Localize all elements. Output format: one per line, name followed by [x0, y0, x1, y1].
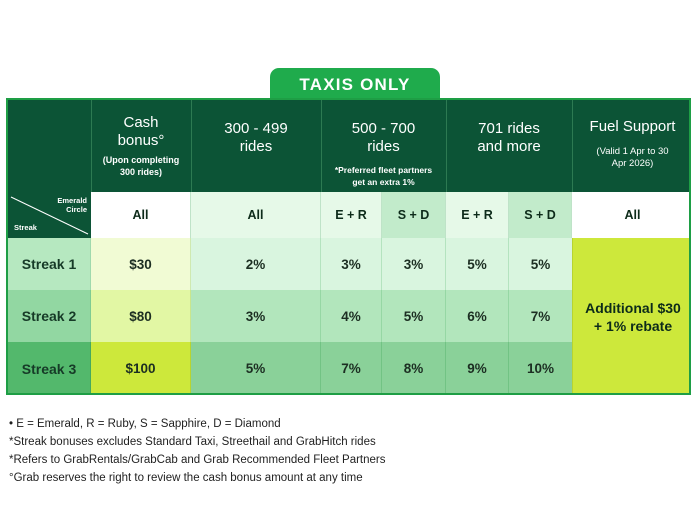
sub-tier2-er: E + R [321, 192, 382, 238]
sub-tier3-er: E + R [446, 192, 509, 238]
corner-cell: Emerald Circle Streak [8, 192, 91, 238]
footnote-review-rights: °Grab reserves the right to review the c… [9, 472, 363, 484]
cash-bonus-title: Cash bonus° [117, 114, 165, 149]
bonus-table: Cash bonus° (Upon completing 300 rides) … [6, 98, 691, 395]
tier3-er-streak-3: 9% [446, 342, 509, 393]
tier3-sd-streak-3: 10% [509, 342, 572, 393]
tier1-streak-3: 5% [191, 342, 321, 393]
sub-tier3-sd: S + D [509, 192, 572, 238]
cash-streak-1: $30 [91, 238, 191, 290]
tier-500-700-subtitle: *Preferred fleet partners get an extra 1… [334, 165, 433, 187]
cash-bonus-subtitle: (Upon completing 300 rides) [102, 155, 180, 177]
fuel-support-text: Additional $30 + 1% rebate [585, 299, 681, 334]
sub-fuel-all: All [572, 192, 689, 238]
header-corner [8, 100, 91, 192]
cash-streak-3: $100 [91, 342, 191, 393]
header-fuel-support: Fuel Support (Valid 1 Apr to 30 Apr 2026… [572, 100, 689, 192]
tier2-er-streak-1: 3% [321, 238, 382, 290]
tier3-er-streak-2: 6% [446, 290, 509, 342]
tier-300-499-title: 300 - 499 rides [224, 120, 288, 155]
tier1-streak-2: 3% [191, 290, 321, 342]
tier3-sd-streak-1: 5% [509, 238, 572, 290]
fuel-support-subtitle: (Valid 1 Apr to 30 Apr 2026) [596, 146, 669, 169]
tier3-er-streak-1: 5% [446, 238, 509, 290]
cash-streak-2: $80 [91, 290, 191, 342]
fuel-support-value: Additional $30 + 1% rebate [572, 238, 689, 393]
row-label-streak-1: Streak 1 [8, 238, 91, 290]
tier1-streak-1: 2% [191, 238, 321, 290]
header-cash-bonus: Cash bonus° (Upon completing 300 rides) [91, 100, 191, 192]
diagonal-divider [10, 196, 89, 235]
tier2-er-streak-2: 4% [321, 290, 382, 342]
corner-bottom-label: Streak [14, 223, 37, 232]
row-label-streak-2: Streak 2 [8, 290, 91, 342]
header-tier-500-700: 500 - 700 rides *Preferred fleet partner… [321, 100, 446, 192]
footnote-legend: • E = Emerald, R = Ruby, S = Sapphire, D… [9, 418, 281, 430]
footnotes: • E = Emerald, R = Ruby, S = Sapphire, D… [9, 415, 386, 487]
tier-500-700-title: 500 - 700 rides [351, 120, 416, 155]
tier3-sd-streak-2: 7% [509, 290, 572, 342]
tier2-sd-streak-1: 3% [382, 238, 446, 290]
corner-top-label: Emerald Circle [57, 196, 87, 214]
fuel-support-title: Fuel Support [589, 118, 676, 135]
header-tier-701-plus: 701 rides and more [446, 100, 572, 192]
tier-701-plus-title: 701 rides and more [477, 120, 541, 155]
sub-cash-all: All [91, 192, 191, 238]
header-tier-300-499: 300 - 499 rides [191, 100, 321, 192]
tier2-er-streak-3: 7% [321, 342, 382, 393]
sub-tier2-sd: S + D [382, 192, 446, 238]
taxis-only-tab: TAXIS ONLY [270, 68, 440, 101]
tier2-sd-streak-2: 5% [382, 290, 446, 342]
footnote-fleet-partners: *Refers to GrabRentals/GrabCab and Grab … [9, 454, 386, 466]
footnote-exclusions: *Streak bonuses excludes Standard Taxi, … [9, 436, 376, 448]
sub-tier1-all: All [191, 192, 321, 238]
tier2-sd-streak-3: 8% [382, 342, 446, 393]
row-label-streak-3: Streak 3 [8, 342, 91, 393]
